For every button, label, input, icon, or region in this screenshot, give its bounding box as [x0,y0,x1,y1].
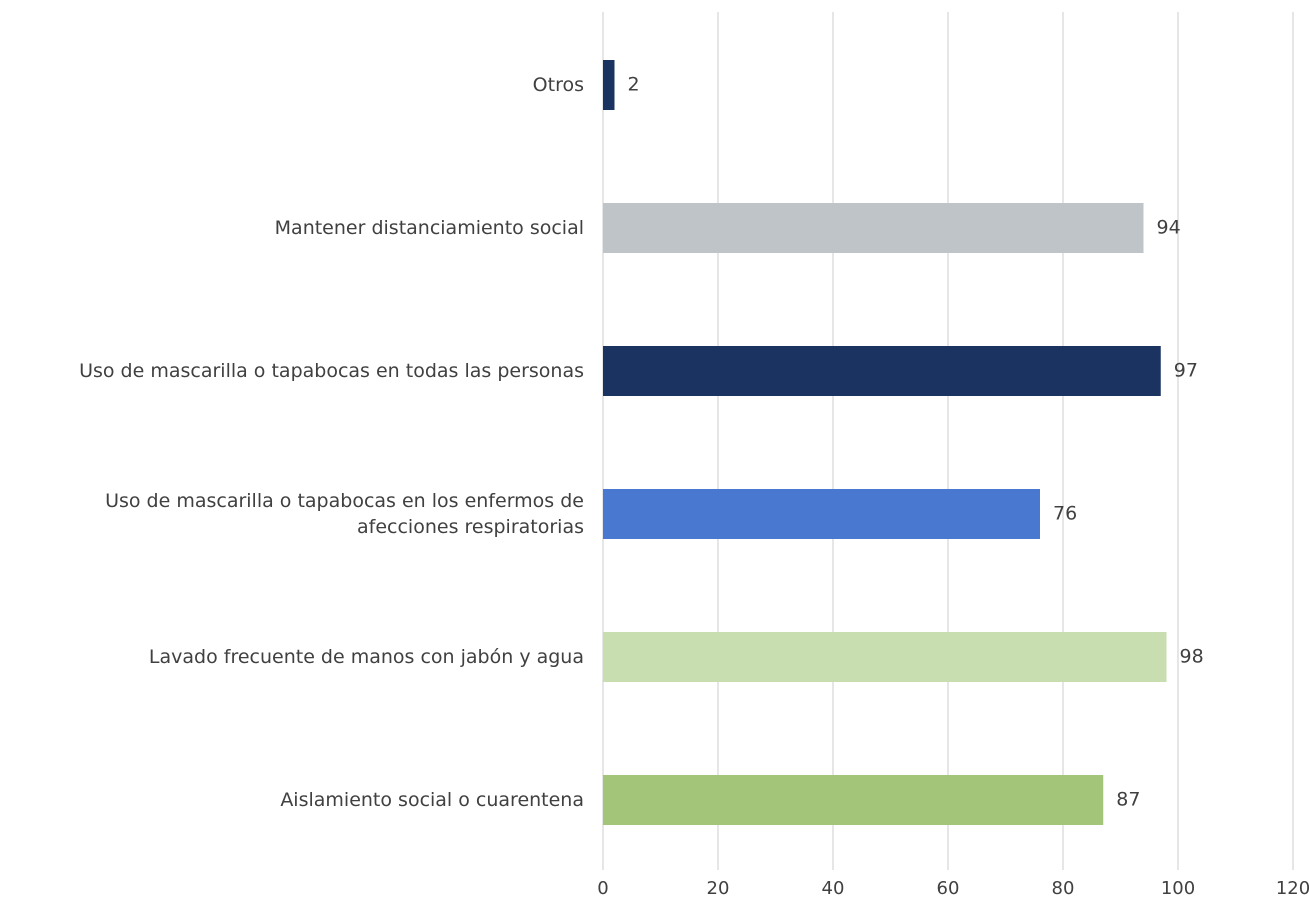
y-tick-label: Otros [532,74,584,96]
value-label: 94 [1157,217,1181,239]
y-tick-label: Mantener distanciamiento social [274,217,584,239]
x-tick-label: 80 [1052,878,1075,899]
y-tick-label: Lavado frecuente de manos con jabón y ag… [148,646,584,668]
x-tick-label: 0 [597,878,608,899]
bar [603,632,1167,682]
x-tick-label: 40 [822,878,845,899]
y-tick-label: Uso de mascarilla o tapabocas en los enf… [105,490,584,538]
value-label: 2 [628,74,640,96]
x-tick-label: 100 [1161,878,1195,899]
y-tick-label: Uso de mascarilla o tapabocas en todas l… [79,360,584,382]
y-tick-label: Aislamiento social o cuarentena [280,789,584,811]
value-label: 87 [1116,789,1140,811]
value-label: 97 [1174,360,1198,382]
bar [603,346,1161,396]
bar [603,775,1104,825]
bar [603,203,1144,253]
bar [603,60,615,110]
value-label: 98 [1180,646,1204,668]
value-label: 76 [1053,503,1077,525]
x-tick-label: 20 [707,878,730,899]
x-tick-label: 60 [937,878,960,899]
bar [603,489,1040,539]
x-tick-label: 120 [1276,878,1309,899]
